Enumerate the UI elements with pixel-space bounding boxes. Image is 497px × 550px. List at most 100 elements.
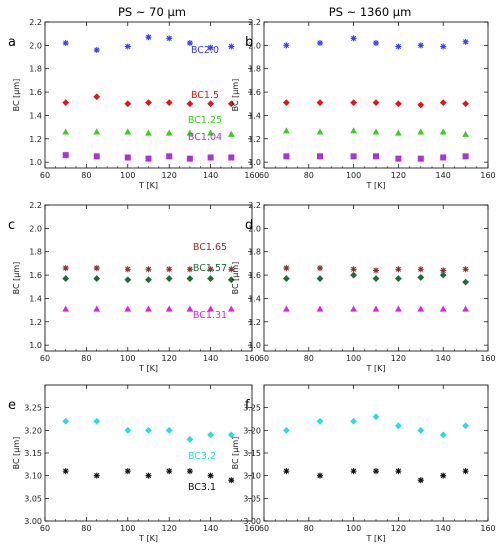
data-point — [283, 265, 290, 272]
x-tick-label: 60 — [259, 354, 269, 363]
x-tick-label: 120 — [391, 171, 406, 180]
data-point — [228, 477, 235, 484]
series-0: BC3.2 — [62, 417, 235, 462]
y-tick-label: 2.0 — [248, 224, 261, 233]
data-point — [93, 153, 100, 160]
series-2: BC1.25 — [62, 115, 235, 137]
data-point — [93, 93, 101, 101]
panels-group: 60 80 100 120 140 160 1.0 1.2 1.4 1.6 1.8 2.0 2.2 T [… — [8, 18, 496, 543]
series-label: BC2.0 — [191, 45, 219, 56]
x-tick-label: 80 — [304, 354, 314, 363]
x-tick-label: 80 — [304, 171, 314, 180]
panel-b: 60 80 100 120 140 160 1.0 1.2 1.4 1.6 1.8 2.0 2.2 T [… — [231, 18, 496, 190]
series-0 — [283, 35, 469, 50]
data-point — [228, 154, 235, 161]
data-point — [186, 275, 194, 282]
x-tick-label: 160 — [480, 524, 495, 533]
x-tick-label: 100 — [346, 171, 361, 180]
y-tick-label: 1.6 — [248, 271, 261, 280]
data-point — [124, 100, 132, 108]
data-point — [316, 128, 324, 135]
plot-frame — [263, 384, 489, 522]
data-point — [350, 266, 357, 273]
data-point — [316, 417, 324, 425]
y-tick-label: 1.6 — [248, 88, 261, 97]
x-tick-label: 120 — [162, 354, 177, 363]
y-tick-label: 1.0 — [29, 341, 42, 350]
series-1 — [283, 468, 469, 484]
x-tick-label: 140 — [436, 524, 451, 533]
y-tick-label: 1.4 — [29, 111, 42, 120]
y-tick-label: 1.4 — [248, 111, 261, 120]
data-point — [417, 426, 425, 434]
y-tick-label: 3.05 — [24, 494, 42, 503]
y-tick-label: 3.25 — [24, 404, 42, 413]
data-point — [145, 99, 152, 106]
data-point — [462, 266, 469, 273]
data-point — [395, 43, 402, 50]
data-point — [124, 43, 131, 50]
x-tick-label: 80 — [81, 171, 91, 180]
data-point — [417, 101, 425, 109]
column-title-right: PS ~ 1360 μm — [329, 5, 412, 19]
data-point — [124, 426, 132, 434]
y-tick-label: 1.2 — [29, 318, 42, 327]
series-2: BC1.31 — [62, 305, 235, 321]
data-point — [372, 305, 380, 312]
data-point — [395, 266, 402, 273]
panel-letter: c — [8, 218, 15, 233]
data-point — [227, 276, 235, 284]
data-point — [207, 472, 214, 479]
y-tick-label: 1.8 — [248, 248, 261, 257]
data-point — [124, 305, 132, 312]
data-point — [186, 305, 194, 312]
data-point — [462, 278, 469, 286]
data-point — [165, 275, 173, 282]
data-point — [462, 130, 469, 137]
data-point — [350, 305, 357, 312]
y-tick-label: 1.0 — [29, 158, 42, 167]
y-axis-label: BC [μm] — [12, 262, 21, 295]
data-point — [439, 128, 447, 135]
data-point — [186, 100, 194, 108]
data-point — [207, 44, 214, 51]
data-point — [462, 100, 469, 108]
data-point — [372, 275, 380, 282]
x-tick-label: 140 — [203, 354, 218, 363]
y-tick-label: 1.4 — [29, 294, 42, 303]
series-label: BC1.25 — [188, 115, 222, 126]
data-point — [462, 153, 469, 160]
data-point — [186, 40, 193, 47]
data-point — [62, 468, 69, 475]
data-point — [417, 274, 425, 281]
x-tick-label: 140 — [203, 171, 218, 180]
data-point — [165, 99, 173, 106]
x-tick-label: 120 — [162, 171, 177, 180]
data-point — [417, 266, 424, 273]
data-point — [350, 153, 357, 160]
y-tick-label: 3.20 — [24, 426, 42, 435]
series-label: BC3.2 — [188, 451, 216, 462]
y-axis-label: BC [μm] — [231, 437, 240, 470]
x-axis-label: T [K] — [366, 364, 386, 373]
x-axis-label: T [K] — [366, 534, 386, 543]
data-point — [283, 127, 290, 134]
data-point — [145, 472, 152, 479]
data-point — [283, 153, 290, 160]
data-point — [462, 38, 469, 45]
series-label: BC1.65 — [193, 242, 227, 253]
data-point — [207, 129, 214, 136]
data-point — [145, 305, 152, 312]
data-point — [62, 128, 70, 135]
data-point — [417, 155, 424, 162]
data-point — [440, 267, 447, 274]
plot-frame — [44, 384, 253, 522]
data-point — [440, 154, 447, 161]
y-tick-label: 1.0 — [248, 341, 261, 350]
data-point — [395, 468, 402, 475]
y-tick-label: 2.2 — [29, 201, 42, 210]
data-point — [228, 266, 235, 273]
x-tick-label: 120 — [162, 524, 177, 533]
data-point — [186, 129, 194, 136]
